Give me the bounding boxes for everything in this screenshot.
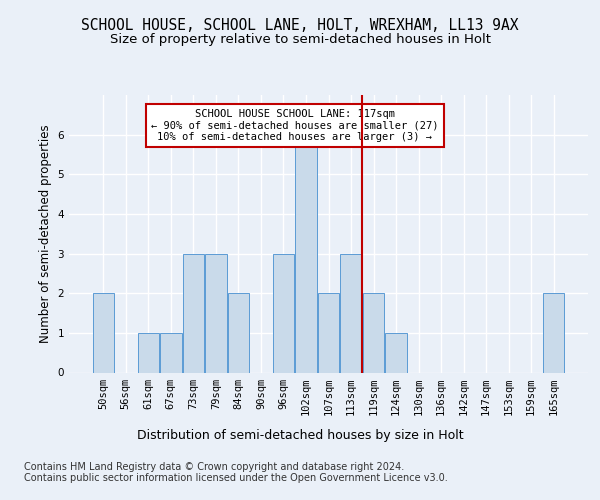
Bar: [137, 333, 159, 372]
Bar: [205, 254, 227, 372]
Text: Size of property relative to semi-detached houses in Holt: Size of property relative to semi-detach…: [110, 32, 491, 46]
Text: SCHOOL HOUSE SCHOOL LANE: 117sqm
← 90% of semi-detached houses are smaller (27)
: SCHOOL HOUSE SCHOOL LANE: 117sqm ← 90% o…: [151, 109, 439, 142]
Bar: [273, 254, 294, 372]
Text: Distribution of semi-detached houses by size in Holt: Distribution of semi-detached houses by …: [137, 428, 463, 442]
Bar: [92, 293, 114, 372]
Bar: [295, 134, 317, 372]
Bar: [543, 293, 565, 372]
Bar: [160, 333, 182, 372]
Bar: [385, 333, 407, 372]
Y-axis label: Number of semi-detached properties: Number of semi-detached properties: [39, 124, 52, 343]
Bar: [340, 254, 362, 372]
Text: SCHOOL HOUSE, SCHOOL LANE, HOLT, WREXHAM, LL13 9AX: SCHOOL HOUSE, SCHOOL LANE, HOLT, WREXHAM…: [81, 18, 519, 32]
Bar: [182, 254, 204, 372]
Bar: [318, 293, 339, 372]
Bar: [363, 293, 384, 372]
Text: Contains HM Land Registry data © Crown copyright and database right 2024.
Contai: Contains HM Land Registry data © Crown c…: [24, 462, 448, 483]
Bar: [228, 293, 249, 372]
